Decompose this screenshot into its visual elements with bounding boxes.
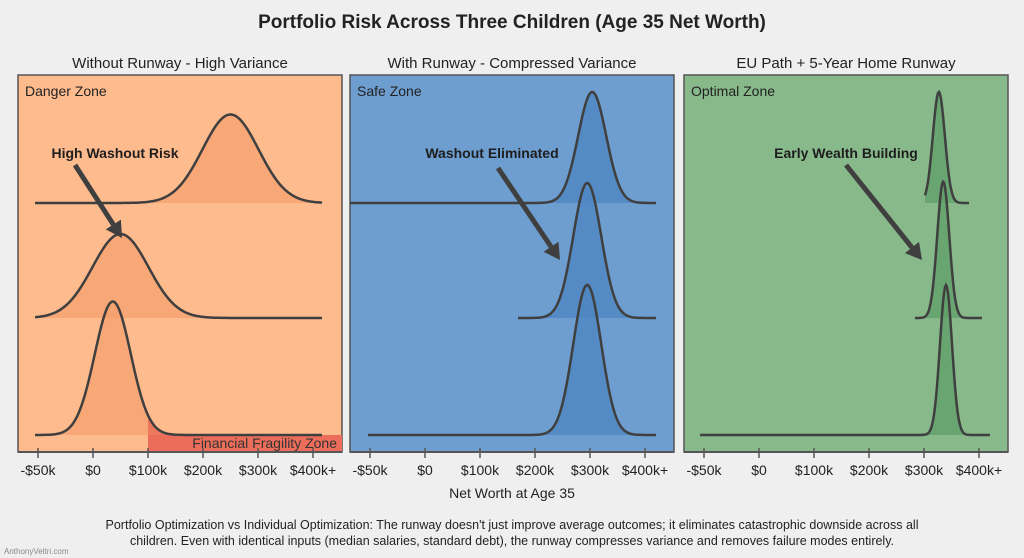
panel-background <box>349 74 675 453</box>
x-tick-label: $100k <box>129 462 168 478</box>
x-tick-label: $100k <box>795 462 834 478</box>
density-fill <box>35 301 322 435</box>
x-tick-label: $100k <box>461 462 500 478</box>
caption-line-1: Portfolio Optimization vs Individual Opt… <box>106 518 919 532</box>
x-tick-label: $0 <box>751 462 767 478</box>
x-tick-label: $400k+ <box>290 462 336 478</box>
panel-3: EU Path + 5-Year Home Runway Optimal Zone… <box>683 55 1009 478</box>
x-tick-label: $300k <box>239 462 278 478</box>
x-tick-label: $0 <box>417 462 433 478</box>
annotation-arrow <box>844 163 914 250</box>
density-fill <box>368 285 656 435</box>
arrow-head <box>543 241 560 260</box>
fragility-zone-label: Financial Fragility Zone <box>192 435 337 451</box>
arrow-head <box>105 219 122 238</box>
density-curve <box>368 283 656 437</box>
zone-label: Optimal Zone <box>691 83 775 99</box>
annotation-arrow <box>72 163 116 226</box>
density-curve <box>923 89 969 205</box>
x-tick-label: $300k <box>571 462 610 478</box>
x-tick-label: $0 <box>85 462 101 478</box>
density-fill <box>35 114 322 203</box>
panel-title: Without Runway - High Variance <box>72 55 288 72</box>
annotation-label: High Washout Risk <box>51 145 178 161</box>
x-tick-label: $200k <box>184 462 223 478</box>
x-axis-label: Net Worth at Age 35 <box>449 485 575 501</box>
watermark: AnthonyVeltri.com <box>4 547 69 556</box>
panel-title: With Runway - Compressed Variance <box>388 55 637 72</box>
panel-background <box>683 74 1009 453</box>
zone-label: Safe Zone <box>357 83 422 99</box>
x-tick-label: $300k <box>905 462 944 478</box>
zone-label: Danger Zone <box>25 83 107 99</box>
x-tick-label: $400k+ <box>622 462 668 478</box>
panel-1: Without Runway - High Variance Danger Zon… <box>17 55 343 478</box>
x-tick-label: -$50k <box>352 462 388 478</box>
annotation-arrow <box>495 166 554 249</box>
density-curve <box>35 113 323 205</box>
x-tick-label: $200k <box>516 462 555 478</box>
annotation-label: Washout Eliminated <box>425 145 558 161</box>
chart-title: Portfolio Risk Across Three Children (Ag… <box>258 12 766 33</box>
panel-title: EU Path + 5-Year Home Runway <box>736 55 956 72</box>
x-tick-label: -$50k <box>20 462 56 478</box>
density-curve <box>915 179 982 320</box>
density-fill <box>925 92 969 203</box>
caption-line-2: children. Even with identical inputs (me… <box>130 534 894 548</box>
density-curve <box>518 181 656 320</box>
density-curve <box>35 300 322 437</box>
annotation-label: Early Wealth Building <box>774 145 918 161</box>
density-fill <box>518 183 656 318</box>
density-curve <box>34 232 322 320</box>
x-tick-label: $400k+ <box>956 462 1002 478</box>
density-curve <box>700 282 990 437</box>
arrow-head <box>904 241 922 260</box>
density-fill <box>350 92 656 203</box>
density-fill <box>915 181 982 318</box>
panel-2: With Runway - Compressed Variance Safe Zo… <box>349 55 675 478</box>
x-tick-label: -$50k <box>686 462 722 478</box>
density-curve <box>350 90 656 205</box>
panel-background <box>17 74 343 453</box>
density-fill <box>35 234 322 318</box>
fragility-zone-band <box>148 435 342 452</box>
x-tick-label: $200k <box>850 462 889 478</box>
